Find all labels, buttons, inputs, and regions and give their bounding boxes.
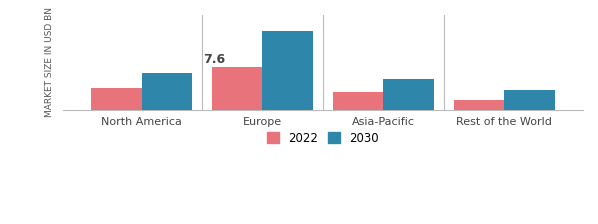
Y-axis label: MARKET SIZE IN USD BN: MARKET SIZE IN USD BN bbox=[45, 7, 54, 117]
Bar bbox=[212, 67, 263, 110]
Bar bbox=[91, 88, 142, 110]
Bar bbox=[263, 31, 313, 110]
Text: 7.6: 7.6 bbox=[203, 53, 225, 66]
Bar bbox=[142, 73, 193, 110]
Bar bbox=[454, 99, 504, 110]
Bar bbox=[383, 79, 434, 110]
Bar bbox=[332, 92, 383, 110]
Legend: 2022, 2030: 2022, 2030 bbox=[263, 127, 383, 149]
Bar bbox=[504, 90, 555, 110]
